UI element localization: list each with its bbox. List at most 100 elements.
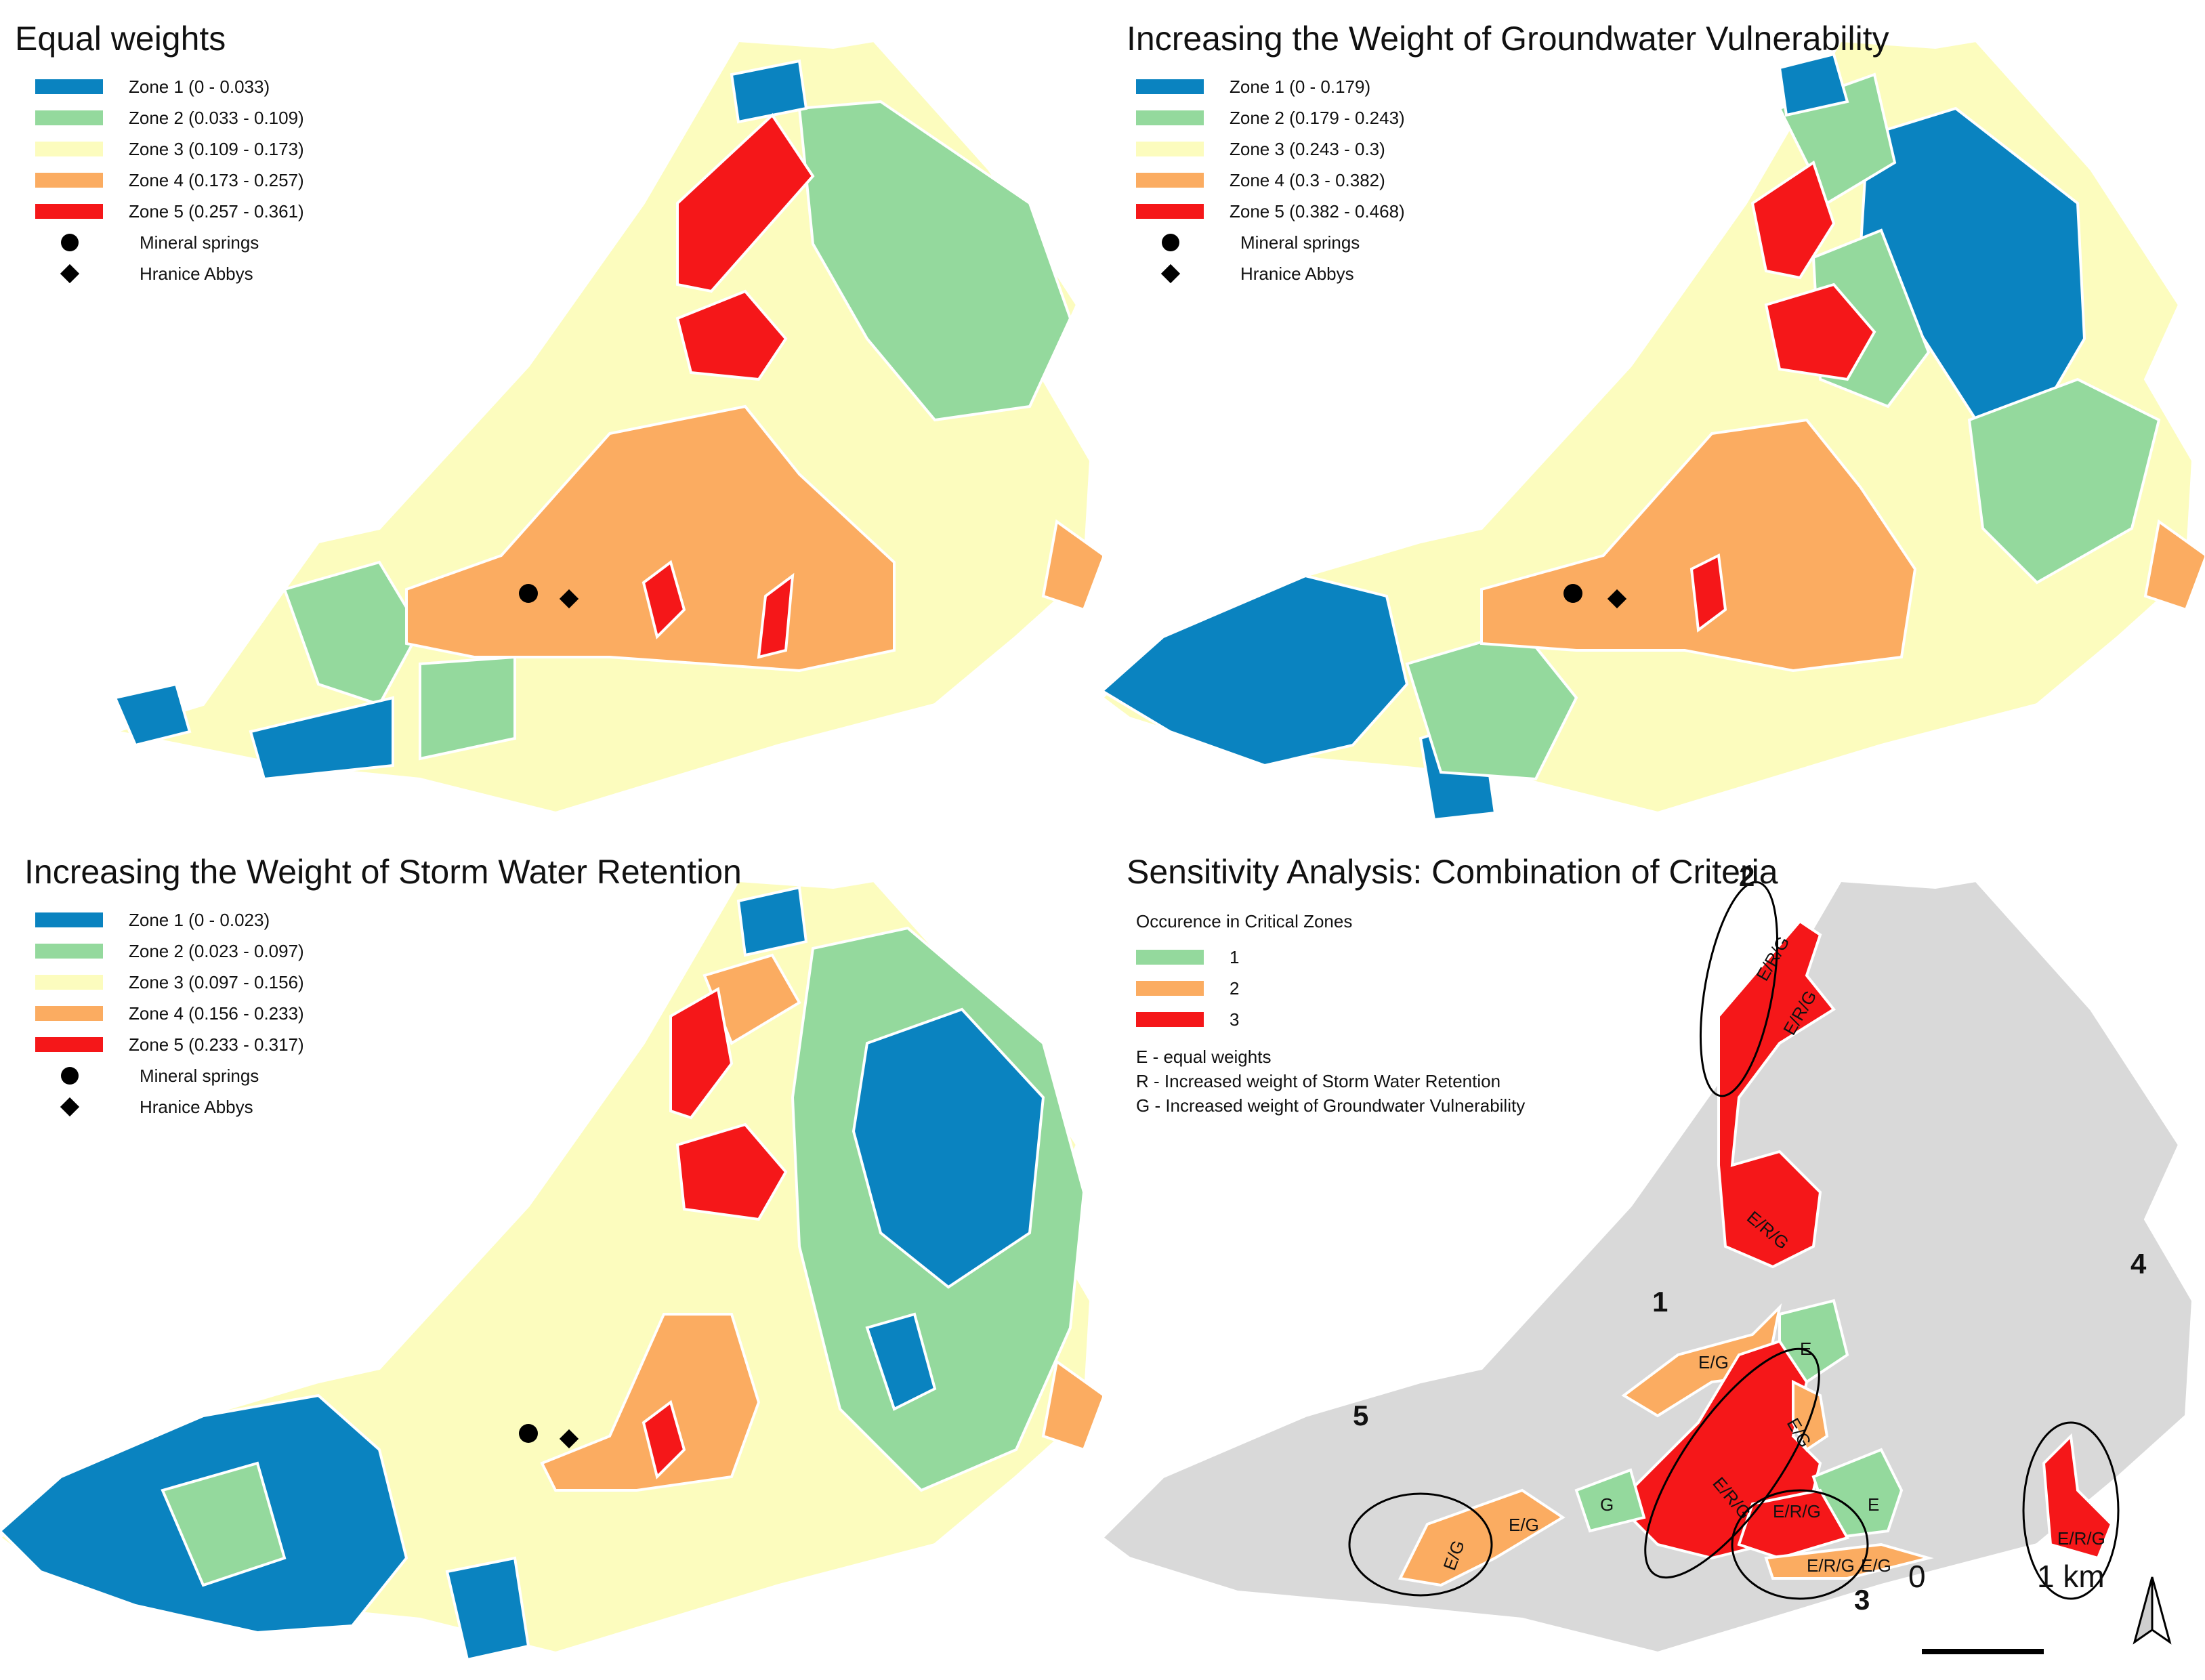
zone1-southeast — [865, 1312, 937, 1411]
red-region-3 — [1737, 1488, 1849, 1560]
legend-label: Hranice Abbys — [140, 1096, 253, 1117]
region-label-eg: E/G — [1698, 1352, 1729, 1372]
legend-swatch — [1136, 79, 1204, 94]
legend-item: Zone 4 (0.3 - 0.382) — [1136, 165, 1405, 196]
region-label-erg: E/R/G — [1773, 1501, 1821, 1521]
zone5-upper — [675, 289, 788, 381]
hranice-abyss-marker — [559, 589, 579, 609]
legend-label: Zone 2 (0.033 - 0.109) — [129, 107, 304, 128]
legend-swatch — [35, 142, 103, 156]
legend-item: Zone 5 (0.382 - 0.468) — [1136, 196, 1405, 227]
legend-label: 1 — [1230, 946, 1240, 967]
zone4-east — [1041, 519, 1102, 612]
legend-item: Hranice Abbys — [35, 258, 304, 289]
legend-item: Zone 4 (0.156 - 0.233) — [35, 998, 304, 1029]
zone1-east — [852, 1007, 1045, 1289]
legend-item: Hranice Abbys — [35, 1091, 304, 1122]
callout-label-5: 5 — [1353, 1400, 1369, 1431]
legend: Zone 1 (0 - 0.033) Zone 2 (0.033 - 0.109… — [35, 71, 304, 289]
legend-swatch — [35, 1037, 103, 1052]
panel-title: Increasing the Weight of Storm Water Ret… — [24, 853, 742, 891]
callout-ellipse-2 — [1699, 881, 1779, 1097]
legend-item: Zone 4 (0.173 - 0.257) — [35, 165, 304, 196]
map-sensitivity: E/R/G E/R/G E/R/G E/G E E/R/G E/R/G E/G … — [1102, 879, 2195, 1655]
region-label-erg: E/R/G — [2057, 1528, 2105, 1549]
zone2-west — [161, 1461, 287, 1587]
legend-label: Zone 1 (0 - 0.179) — [1230, 76, 1371, 97]
legend-item: Mineral springs — [35, 1060, 304, 1091]
legend-label: Zone 3 (0.109 - 0.173) — [129, 138, 304, 159]
zone1-north — [736, 885, 808, 957]
map-panel-sensitivity: E/R/G E/R/G E/R/G E/G E E/R/G E/R/G E/G … — [1102, 840, 2204, 1680]
legend-swatch — [1136, 173, 1204, 188]
legend-swatch — [35, 204, 103, 219]
callout-label-3: 3 — [1854, 1584, 1870, 1616]
diamond-icon — [60, 1097, 80, 1117]
zone2-east — [1967, 377, 2161, 585]
zone1-south — [249, 696, 394, 781]
legend-swatch — [1136, 1012, 1204, 1027]
legend-label: Mineral springs — [140, 232, 259, 253]
orange-strip-south — [1764, 1542, 1934, 1580]
zone4-central — [1480, 418, 1917, 673]
map-panel-groundwater: Increasing the Weight of Groundwater Vul… — [1102, 0, 2204, 840]
north-arrow-icon — [2133, 1576, 2172, 1645]
zone4-east — [2143, 519, 2204, 612]
map-panel-storm-water: Increasing the Weight of Storm Water Ret… — [0, 840, 1102, 1680]
scale-start-label: 0 — [1908, 1559, 1926, 1594]
orange-region-5 — [1398, 1488, 1566, 1587]
map-groundwater — [1102, 39, 2204, 822]
callout-label-1: 1 — [1652, 1286, 1668, 1318]
panel-title: Equal weights — [15, 20, 226, 58]
region-label-e: E — [1800, 1339, 1811, 1359]
zone5-north — [676, 112, 815, 293]
zone1-north — [1778, 52, 1849, 117]
zone5-central — [642, 1400, 686, 1479]
legend: Occurence in Critical Zones 1 2 3 E - eq… — [1136, 911, 1525, 1118]
legend-swatch — [1136, 204, 1204, 219]
red-region-north — [1717, 919, 1836, 1269]
legend-swatch — [1136, 142, 1204, 156]
legend-swatch — [1136, 950, 1204, 965]
zone1-southwest — [113, 682, 192, 747]
legend-label: Mineral springs — [140, 1065, 259, 1086]
legend-item: Hranice Abbys — [1136, 258, 1405, 289]
legend-label: Zone 1 (0 - 0.023) — [129, 909, 270, 930]
legend-item: Zone 3 (0.097 - 0.156) — [35, 967, 304, 998]
legend-label: Zone 4 (0.156 - 0.233) — [129, 1003, 304, 1024]
red-region-4 — [2042, 1433, 2114, 1560]
diamond-icon — [1160, 264, 1181, 284]
callout-ellipse-4 — [2022, 1421, 2120, 1600]
legend-item: Zone 5 (0.257 - 0.361) — [35, 196, 304, 227]
legend-label: Zone 1 (0 - 0.033) — [129, 76, 270, 97]
legend-label: Zone 5 (0.233 - 0.317) — [129, 1034, 304, 1055]
zone5-upper — [675, 1122, 788, 1221]
zone5-central — [642, 560, 686, 639]
legend-item: Zone 3 (0.243 - 0.3) — [1136, 133, 1405, 165]
legend-title: Occurence in Critical Zones — [1136, 911, 1353, 931]
note-g: G - Increased weight of Groundwater Vuln… — [1136, 1095, 1526, 1116]
legend-label: Zone 3 (0.097 - 0.156) — [129, 971, 304, 992]
callout-ellipses — [1348, 881, 2120, 1600]
legend-item: 3 — [1136, 1004, 1525, 1035]
mineral-spring-marker — [519, 584, 538, 603]
green-region-g — [1574, 1468, 1646, 1533]
legend-swatch — [1136, 981, 1204, 996]
mineral-spring-marker — [519, 1424, 538, 1443]
note-e: E - equal weights — [1136, 1047, 1272, 1067]
legend-swatch — [35, 944, 103, 959]
scale-bar-line — [1922, 1649, 2044, 1654]
callout-label-2: 2 — [1739, 860, 1755, 892]
zone1-south — [445, 1556, 530, 1662]
callout-ellipse-5 — [1348, 1492, 1493, 1597]
panel-title: Increasing the Weight of Groundwater Vul… — [1127, 20, 1889, 58]
zone1-north — [730, 59, 808, 124]
zone5-north — [669, 986, 734, 1120]
diamond-icon — [60, 264, 80, 284]
legend-swatch — [35, 110, 103, 125]
legend-item: Mineral springs — [1136, 227, 1405, 258]
legend-swatch — [35, 79, 103, 94]
legend-label: Zone 5 (0.382 - 0.468) — [1230, 201, 1405, 222]
map-equal-weights — [113, 39, 1102, 815]
zone5-north — [1750, 160, 1836, 280]
